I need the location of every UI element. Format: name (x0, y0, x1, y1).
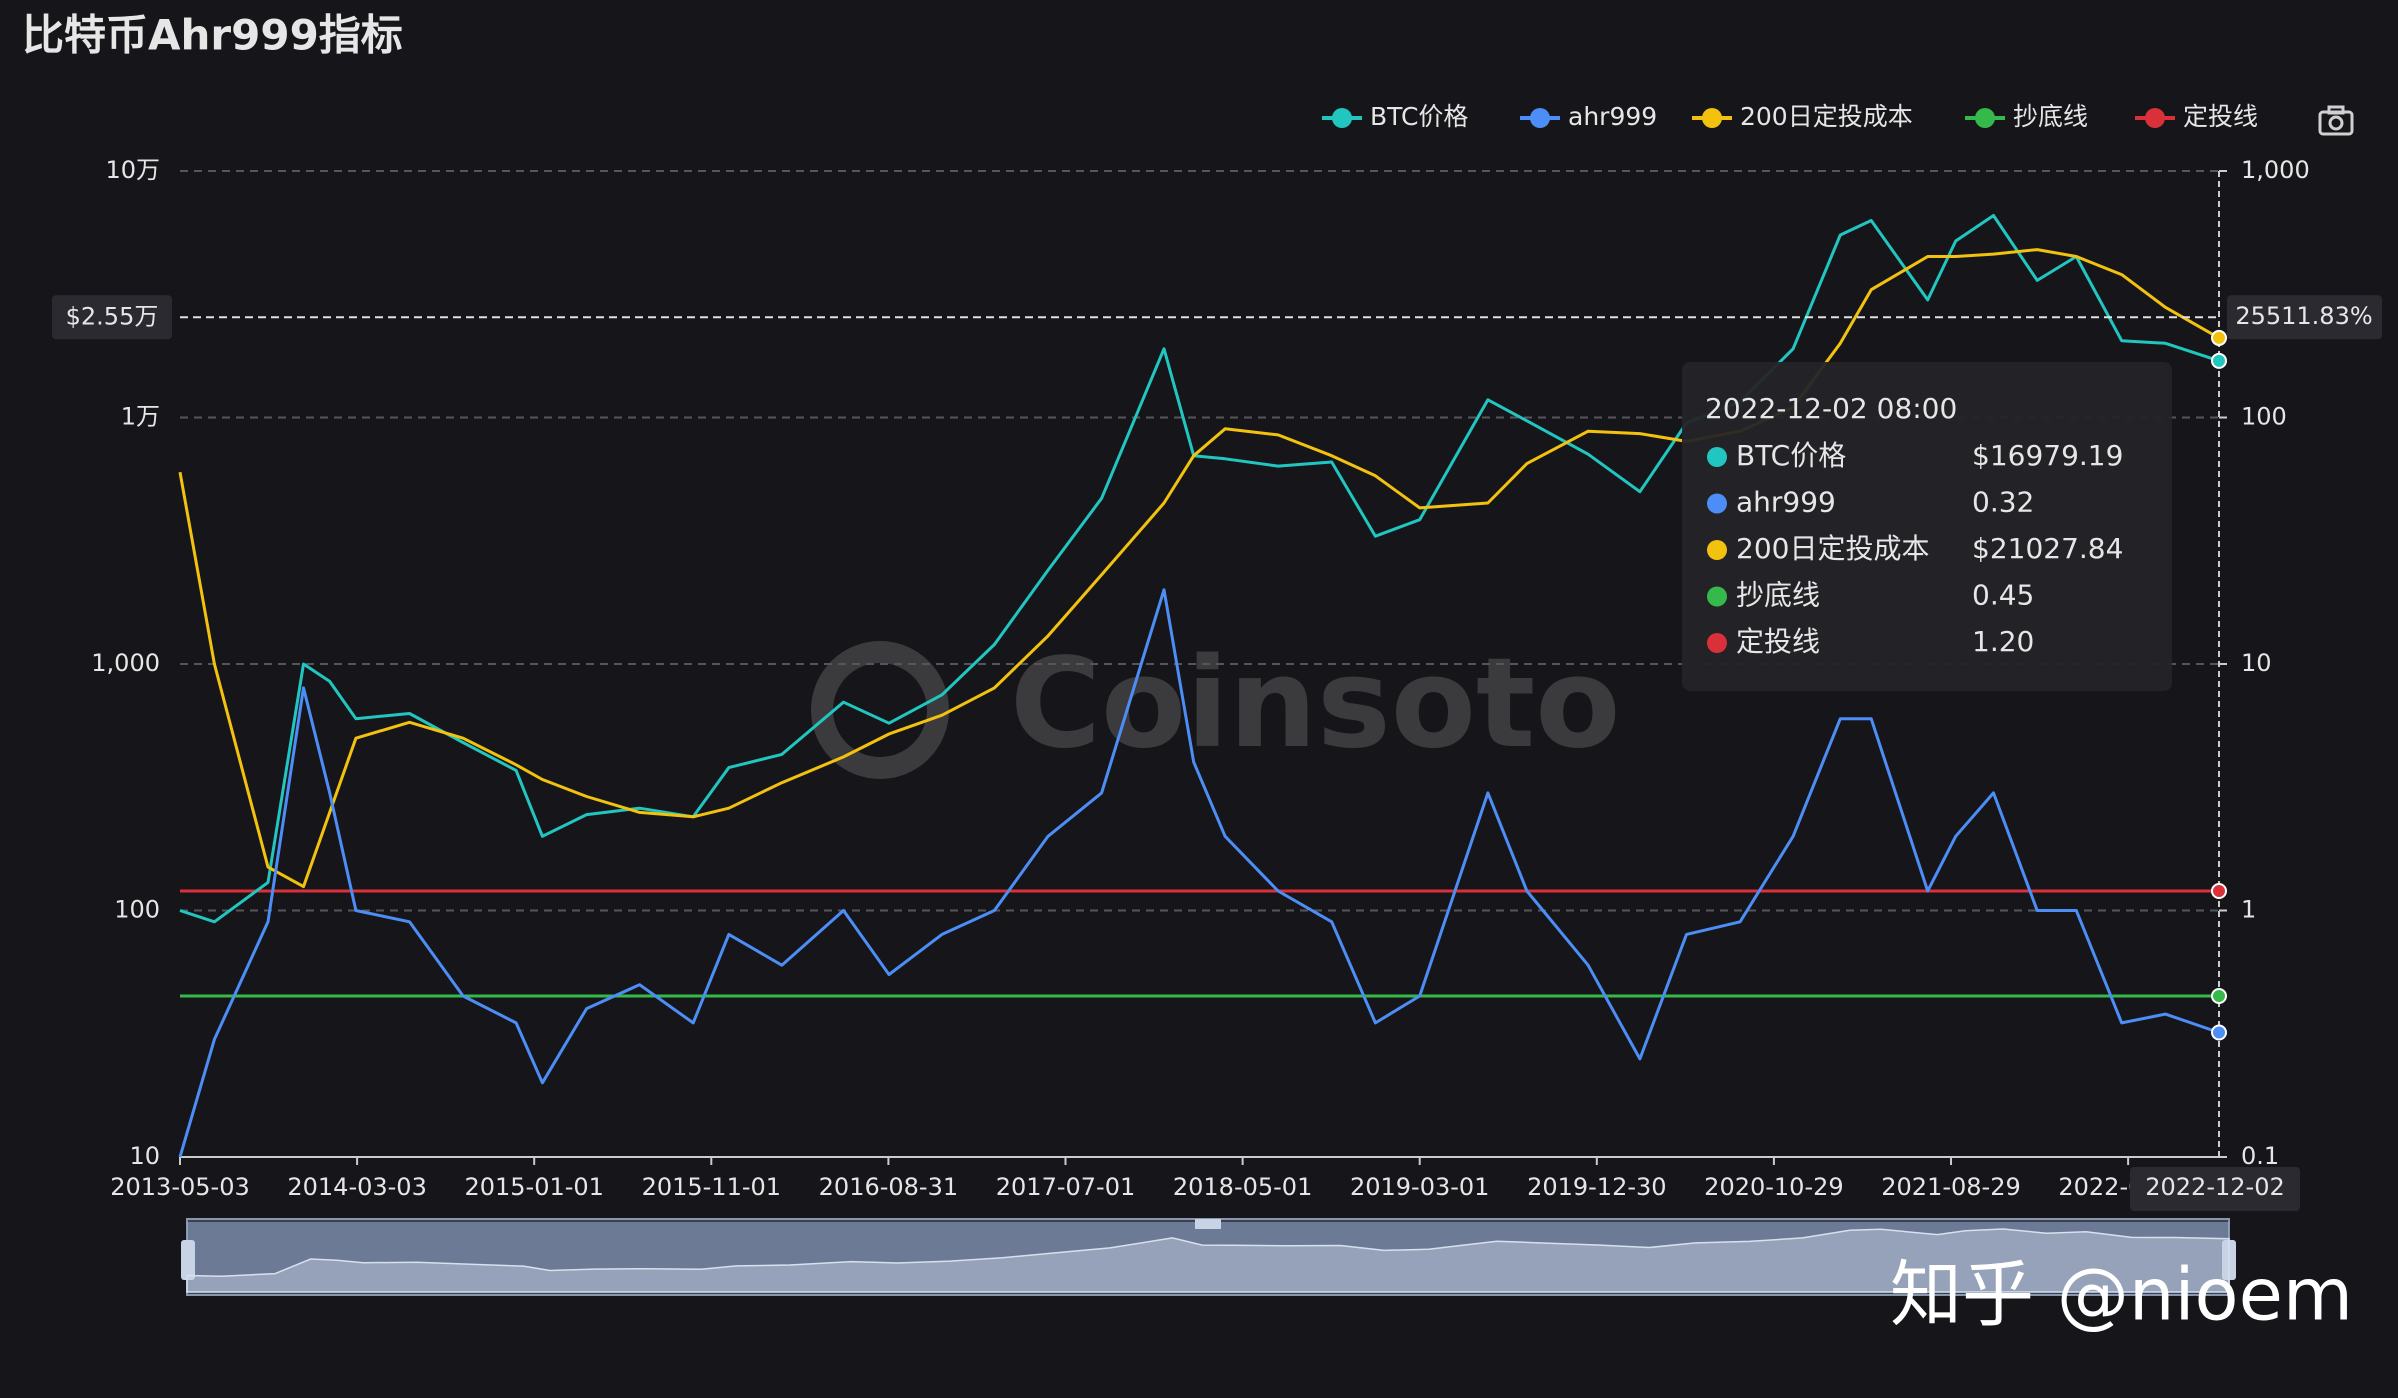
chart-title: 比特币Ahr999指标 (22, 11, 403, 60)
x-pointer-label: 2022-12-02 (2145, 1173, 2284, 1201)
x-tick-label: 2019-12-30 (1527, 1173, 1666, 1201)
legend-label: 定投线 (2183, 102, 2258, 131)
legend-dot (1530, 108, 1550, 128)
tooltip-name: BTC价格 (1736, 439, 1846, 472)
legend-item[interactable]: 抄底线 (1965, 102, 2088, 131)
tooltip-box (1682, 362, 2172, 691)
tooltip-value: 0.45 (1972, 579, 2034, 612)
tooltip-dot (1707, 447, 1727, 467)
tooltip-dot (1707, 586, 1727, 607)
end-point (2211, 352, 2227, 369)
legend-label: 200日定投成本 (1740, 102, 1913, 131)
tooltip-name: 定投线 (1736, 625, 1820, 658)
save-image-button[interactable] (2318, 105, 2354, 136)
crosshair-label: $2.55万 (66, 302, 159, 330)
legend-item[interactable]: BTC价格 (1322, 102, 1468, 131)
end-point (2211, 987, 2227, 1004)
watermark: 知乎 @nioem (1890, 1253, 2353, 1337)
tooltip-value: $16979.19 (1972, 439, 2123, 472)
y-tick-label: 1万 (121, 403, 160, 431)
tooltip-dot (1707, 633, 1727, 653)
legend-label: BTC价格 (1370, 102, 1468, 131)
tooltip-dot (1707, 540, 1727, 560)
data-zoom[interactable] (181, 1218, 2236, 1296)
y2-tick-label: 1 (2241, 896, 2256, 924)
tooltip-dot (1707, 493, 1727, 514)
legend-dot (1332, 108, 1352, 128)
zoom-window[interactable] (187, 1222, 2229, 1292)
tooltip-value: $21027.84 (1972, 532, 2123, 565)
plot: 10 100 1,000 1万 10万 0.1 1 10 100 1,000 2013-05-03 2… (52, 156, 2382, 1211)
x-tick-label: 2013-05-03 (110, 1173, 249, 1201)
legend-dot (1702, 108, 1722, 128)
tooltip: 2022-12-02 08:00 BTC价格 $16979.19 ahr999 0.32… (1682, 362, 2172, 691)
x-tick-label: 2017-07-01 (996, 1173, 1135, 1201)
x-tick-label: 2021-08-29 (1881, 1173, 2020, 1201)
x-tick-label: 2015-01-01 (464, 1173, 603, 1201)
tooltip-value: 1.20 (1972, 625, 2034, 658)
tooltip-value: 0.32 (1972, 486, 2034, 519)
tooltip-name: 抄底线 (1736, 579, 1820, 612)
crosshair-label-box (52, 295, 172, 340)
legend-item[interactable]: 200日定投成本 (1692, 102, 1913, 131)
legend-item[interactable]: 定投线 (2135, 102, 2258, 131)
tooltip-name: ahr999 (1736, 486, 1836, 519)
y2-tick-label: 10 (2241, 649, 2272, 677)
legend-item[interactable]: ahr999 (1520, 102, 1657, 131)
x-tick-label: 2015-11-01 (642, 1173, 781, 1201)
end-point (2211, 329, 2227, 346)
x-tick-label: 2018-05-01 (1173, 1173, 1312, 1201)
y-tick-label: 100 (114, 896, 160, 924)
x-tick-label: 2014-03-03 (287, 1173, 426, 1201)
legend-dot (2145, 108, 2165, 128)
zoom-preview (186, 1228, 2230, 1293)
y2-tick-label: 100 (2241, 403, 2287, 431)
series-line (178, 588, 2220, 1158)
end-point (2211, 1024, 2227, 1041)
x-tick-label: 2019-03-01 (1350, 1173, 1489, 1201)
end-point (2211, 882, 2227, 899)
tooltip-name: 200日定投成本 (1736, 532, 1929, 565)
y-tick-label: 10万 (105, 156, 160, 184)
crosshair-label: 25511.83% (2235, 302, 2372, 330)
x-tick-label: 2020-10-29 (1704, 1173, 1843, 1201)
zoom-handle[interactable] (181, 1240, 195, 1280)
y2-tick-label: 0.1 (2241, 1142, 2279, 1170)
watermark: Coinsoto (1010, 632, 1620, 776)
legend-label: 抄底线 (2013, 102, 2088, 131)
legend-dot (1975, 108, 1995, 128)
x-tick-label: 2016-08-31 (819, 1173, 958, 1201)
legend-label: ahr999 (1568, 102, 1657, 131)
crosshair-label-box (2227, 295, 2382, 340)
tooltip-title: 2022-12-02 08:00 (1705, 392, 1957, 425)
y-tick-label: 1,000 (91, 649, 160, 677)
watermark-logo (811, 641, 949, 779)
y2-tick-label: 1,000 (2241, 156, 2310, 184)
series-line (178, 248, 2220, 889)
y-tick-label: 10 (129, 1142, 160, 1170)
x-pointer-box (2130, 1167, 2300, 1211)
zoom-grip[interactable] (1195, 1219, 1221, 1229)
